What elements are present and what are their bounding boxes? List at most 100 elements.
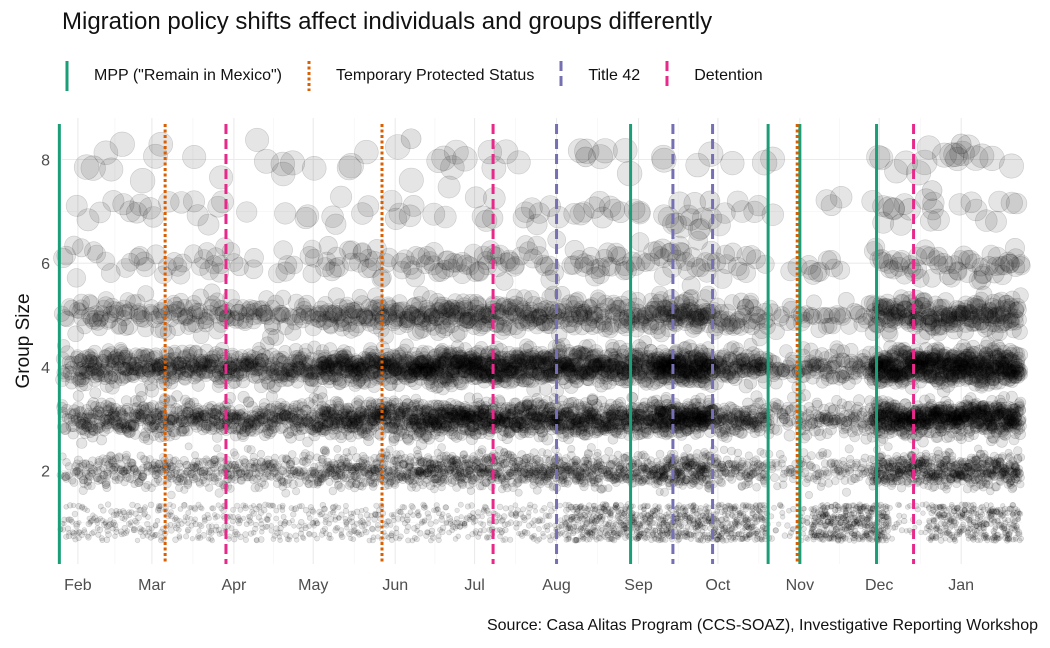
scatter-point: [148, 132, 174, 157]
scatter-point: [72, 390, 84, 402]
scatter-point: [192, 516, 198, 522]
scatter-point: [512, 502, 519, 509]
scatter-point: [357, 195, 380, 218]
scatter-point: [75, 463, 84, 472]
scatter-point: [67, 415, 79, 427]
scatter-point: [242, 536, 249, 543]
scatter-point: [457, 501, 464, 508]
scatter-point: [64, 360, 79, 375]
scatter-point: [110, 521, 116, 528]
scatter-point: [321, 505, 328, 512]
scatter-point: [481, 527, 488, 534]
scatter-point: [423, 504, 429, 510]
scatter-point: [328, 535, 334, 542]
scatter-point: [61, 472, 71, 481]
scatter-point: [209, 165, 234, 190]
scatter-point: [298, 503, 305, 510]
scatter-point: [200, 531, 207, 539]
scatter-point: [437, 443, 446, 452]
scatter-point: [496, 503, 504, 511]
scatter-point: [72, 373, 87, 388]
scatter-point: [105, 531, 112, 538]
scatter-point: [66, 516, 73, 524]
scatter-point: [484, 534, 490, 540]
scatter-point: [70, 502, 77, 509]
scatter-point: [245, 127, 270, 152]
scatter-point: [362, 528, 368, 534]
scatter-point: [196, 528, 202, 534]
scatter-point: [210, 505, 217, 512]
scatter-point: [60, 472, 70, 481]
scatter-point: [438, 516, 446, 523]
scatter-point: [67, 516, 74, 523]
scatter-point: [246, 517, 253, 524]
scatter-point: [65, 532, 73, 540]
scatter-point: [427, 520, 434, 527]
scatter-point: [531, 503, 538, 510]
scatter-point: [280, 514, 287, 520]
scatter-point: [338, 527, 345, 533]
scatter-point: [87, 481, 96, 491]
scatter-point: [330, 509, 336, 516]
scatter-point: [246, 445, 256, 455]
scatter-point: [526, 510, 532, 516]
scatter-point: [296, 204, 320, 228]
scatter-point: [428, 527, 436, 534]
scatter-point: [257, 536, 265, 543]
scatter-point: [63, 504, 69, 510]
scatter-point: [268, 523, 274, 529]
scatter-point: [69, 518, 75, 525]
scatter-point: [75, 418, 87, 430]
scatter-points: [53, 127, 1031, 544]
scatter-point: [76, 471, 86, 481]
legend-label: Temporary Protected Status: [336, 67, 535, 84]
scatter-point: [64, 376, 79, 390]
scatter-point: [413, 536, 420, 543]
scatter-point: [73, 455, 83, 465]
scatter-point: [374, 522, 381, 529]
scatter-point: [63, 299, 81, 317]
chart-title: Migration policy shifts affect individua…: [62, 8, 713, 35]
scatter-point: [231, 451, 240, 460]
scatter-point: [147, 501, 155, 508]
scatter-point: [454, 507, 460, 513]
scatter-point: [68, 476, 77, 485]
scatter-point: [64, 471, 73, 480]
scatter-point: [462, 520, 468, 527]
scatter-point: [251, 529, 257, 536]
scatter-point: [182, 145, 207, 170]
scatter-point: [273, 515, 280, 522]
scatter-point: [183, 533, 190, 540]
scatter-point: [180, 502, 188, 509]
scatter-point: [64, 413, 75, 425]
scatter-point: [284, 255, 304, 275]
scatter-point: [330, 185, 353, 208]
scatter-point: [385, 445, 394, 454]
scatter-point: [61, 521, 67, 527]
scatter-point: [167, 490, 176, 500]
scatter-point: [170, 503, 177, 510]
scatter-point: [393, 529, 400, 536]
scatter-point: [76, 520, 82, 526]
scatter-point: [391, 511, 397, 518]
scatter-point: [61, 516, 68, 523]
scatter-point: [434, 506, 440, 512]
scatter-point: [230, 513, 237, 520]
scatter-point: [61, 403, 73, 415]
scatter-point: [342, 502, 349, 509]
scatter-point: [280, 150, 306, 176]
scatter-point: [433, 205, 457, 229]
scatter-point: [176, 517, 182, 523]
scatter-point: [260, 480, 269, 489]
scatter-point: [504, 520, 511, 527]
scatter-point: [339, 474, 348, 483]
scatter-point: [72, 536, 79, 543]
scatter-point: [64, 369, 79, 384]
legend-key: [665, 61, 669, 91]
scatter-point: [61, 412, 73, 424]
legend-key: [307, 61, 311, 91]
scatter-point: [253, 521, 259, 528]
scatter-point: [398, 167, 424, 193]
scatter-point: [336, 483, 346, 492]
scatter-point: [176, 526, 182, 533]
